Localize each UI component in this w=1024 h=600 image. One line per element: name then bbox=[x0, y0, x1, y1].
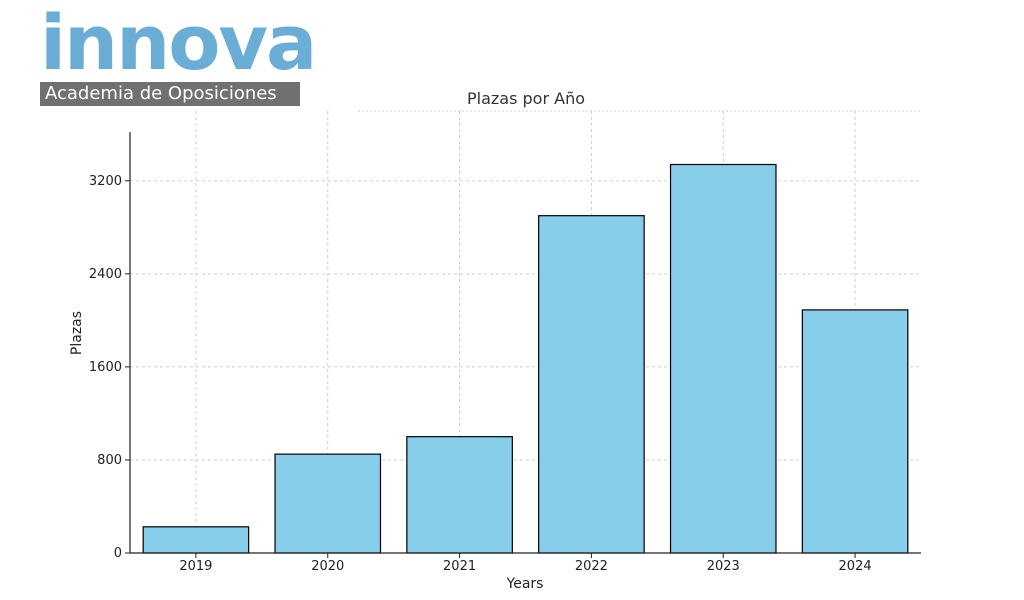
bar-2021 bbox=[406, 436, 513, 554]
x-tick-label: 2021 bbox=[443, 559, 476, 574]
x-tick-label: 2024 bbox=[839, 559, 872, 574]
y-tick-label: 2400 bbox=[89, 267, 122, 282]
y-tick-label: 1600 bbox=[89, 360, 122, 375]
y-tick-label: 3200 bbox=[89, 174, 122, 189]
x-tick-label: 2020 bbox=[311, 559, 344, 574]
bar-2024 bbox=[801, 309, 909, 554]
logo-wordmark: innova bbox=[40, 0, 317, 87]
y-tick-label: 800 bbox=[97, 453, 122, 468]
chart-title: Plazas por Año bbox=[467, 89, 585, 108]
bar-layer bbox=[142, 163, 909, 554]
logo-tagline: Academia de Oposiciones bbox=[40, 82, 300, 106]
x-tick-label: 2023 bbox=[707, 559, 740, 574]
bar-2023 bbox=[669, 163, 777, 554]
x-tick-label: 2022 bbox=[575, 559, 608, 574]
x-tick-label: 2019 bbox=[179, 559, 212, 574]
logo: innova Academia de Oposiciones bbox=[40, 0, 317, 106]
bar-2020 bbox=[274, 453, 382, 554]
y-axis-label: Plazas bbox=[69, 311, 85, 355]
bar-2022 bbox=[538, 215, 645, 554]
y-tick-label: 0 bbox=[114, 546, 122, 561]
x-axis-label: Years bbox=[506, 576, 544, 592]
axis-layer: 0 800 1600 2400 3200 2019 2020 2021 2022 2023 2024 bbox=[89, 132, 921, 574]
bar-2019 bbox=[142, 526, 250, 554]
